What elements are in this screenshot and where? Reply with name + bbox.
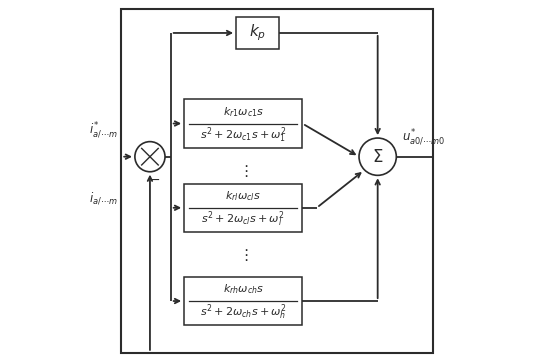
Text: $k_{rh}\omega_{ch}s$: $k_{rh}\omega_{ch}s$ — [223, 283, 264, 296]
Text: $i_{a/\cdots m}$: $i_{a/\cdots m}$ — [89, 190, 118, 206]
Text: $k_p$: $k_p$ — [249, 23, 266, 43]
Text: $u_{a0/\cdots m0}^{*}$: $u_{a0/\cdots m0}^{*}$ — [402, 127, 445, 147]
Bar — [236, 17, 279, 49]
Text: $s^2+2\omega_{cl}s+\omega_l^2$: $s^2+2\omega_{cl}s+\omega_l^2$ — [201, 210, 285, 229]
Text: $\Sigma$: $\Sigma$ — [372, 148, 383, 166]
Text: $k_{r1}\omega_{c1}s$: $k_{r1}\omega_{c1}s$ — [223, 105, 264, 119]
Bar — [122, 9, 433, 353]
Bar — [184, 184, 302, 232]
Text: $s^2+2\omega_{c1}s+\omega_1^2$: $s^2+2\omega_{c1}s+\omega_1^2$ — [200, 125, 286, 145]
Text: $-$: $-$ — [149, 173, 160, 186]
Bar — [184, 277, 302, 325]
Text: $k_{rl}\omega_{cl}s$: $k_{rl}\omega_{cl}s$ — [225, 189, 261, 203]
Text: $i_{a/\cdots m}^{*}$: $i_{a/\cdots m}^{*}$ — [89, 120, 118, 140]
Text: $\vdots$: $\vdots$ — [238, 247, 248, 263]
Text: $\vdots$: $\vdots$ — [238, 163, 248, 179]
Text: $s^2+2\omega_{ch}s+\omega_h^2$: $s^2+2\omega_{ch}s+\omega_h^2$ — [200, 303, 286, 323]
Bar — [184, 99, 302, 148]
